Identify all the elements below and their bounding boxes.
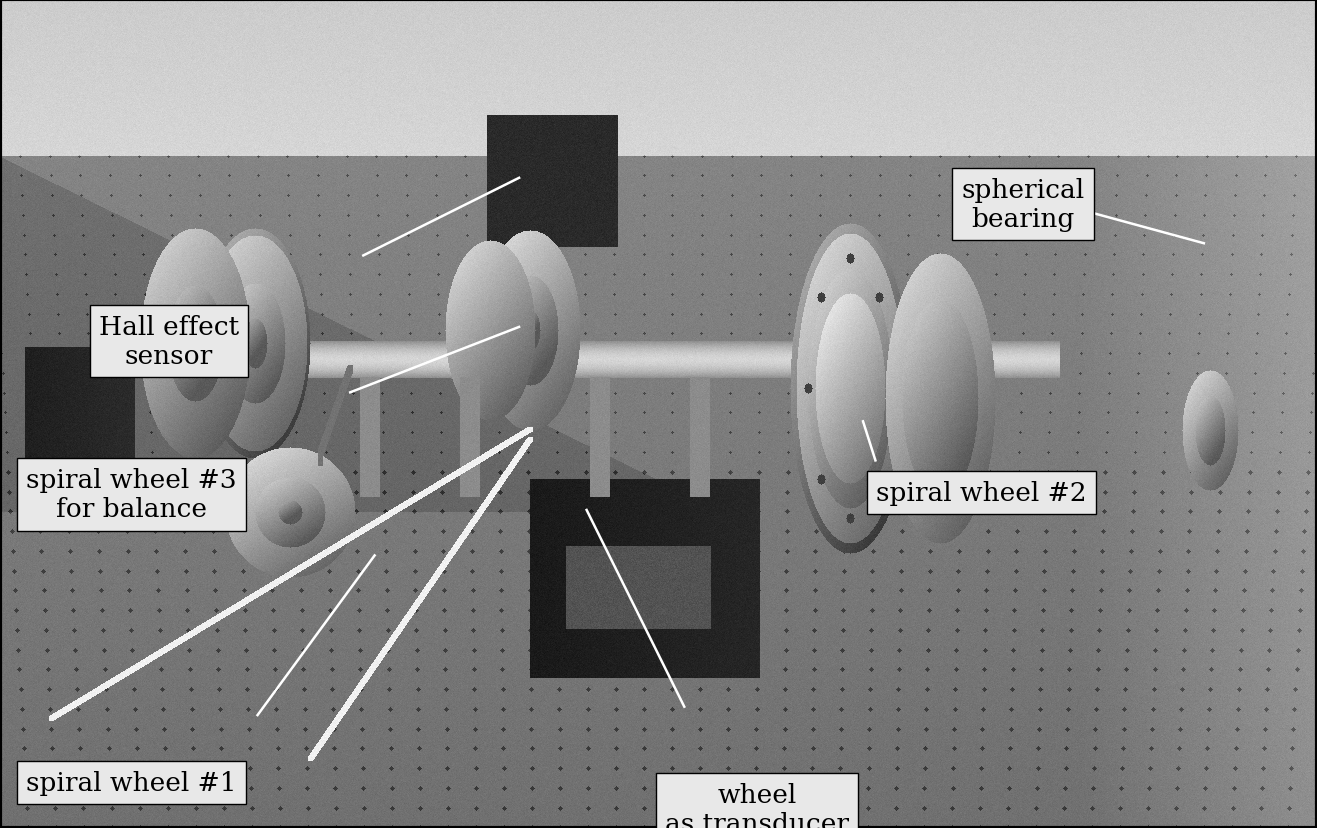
Text: spherical
bearing: spherical bearing [961, 178, 1084, 232]
Text: wheel
as transducer: wheel as transducer [665, 782, 849, 828]
Text: spiral wheel #3
for balance: spiral wheel #3 for balance [26, 468, 237, 522]
Text: Hall effect
sensor: Hall effect sensor [99, 315, 238, 368]
Text: spiral wheel #2: spiral wheel #2 [876, 480, 1087, 505]
Text: spiral wheel #1: spiral wheel #1 [26, 770, 237, 795]
